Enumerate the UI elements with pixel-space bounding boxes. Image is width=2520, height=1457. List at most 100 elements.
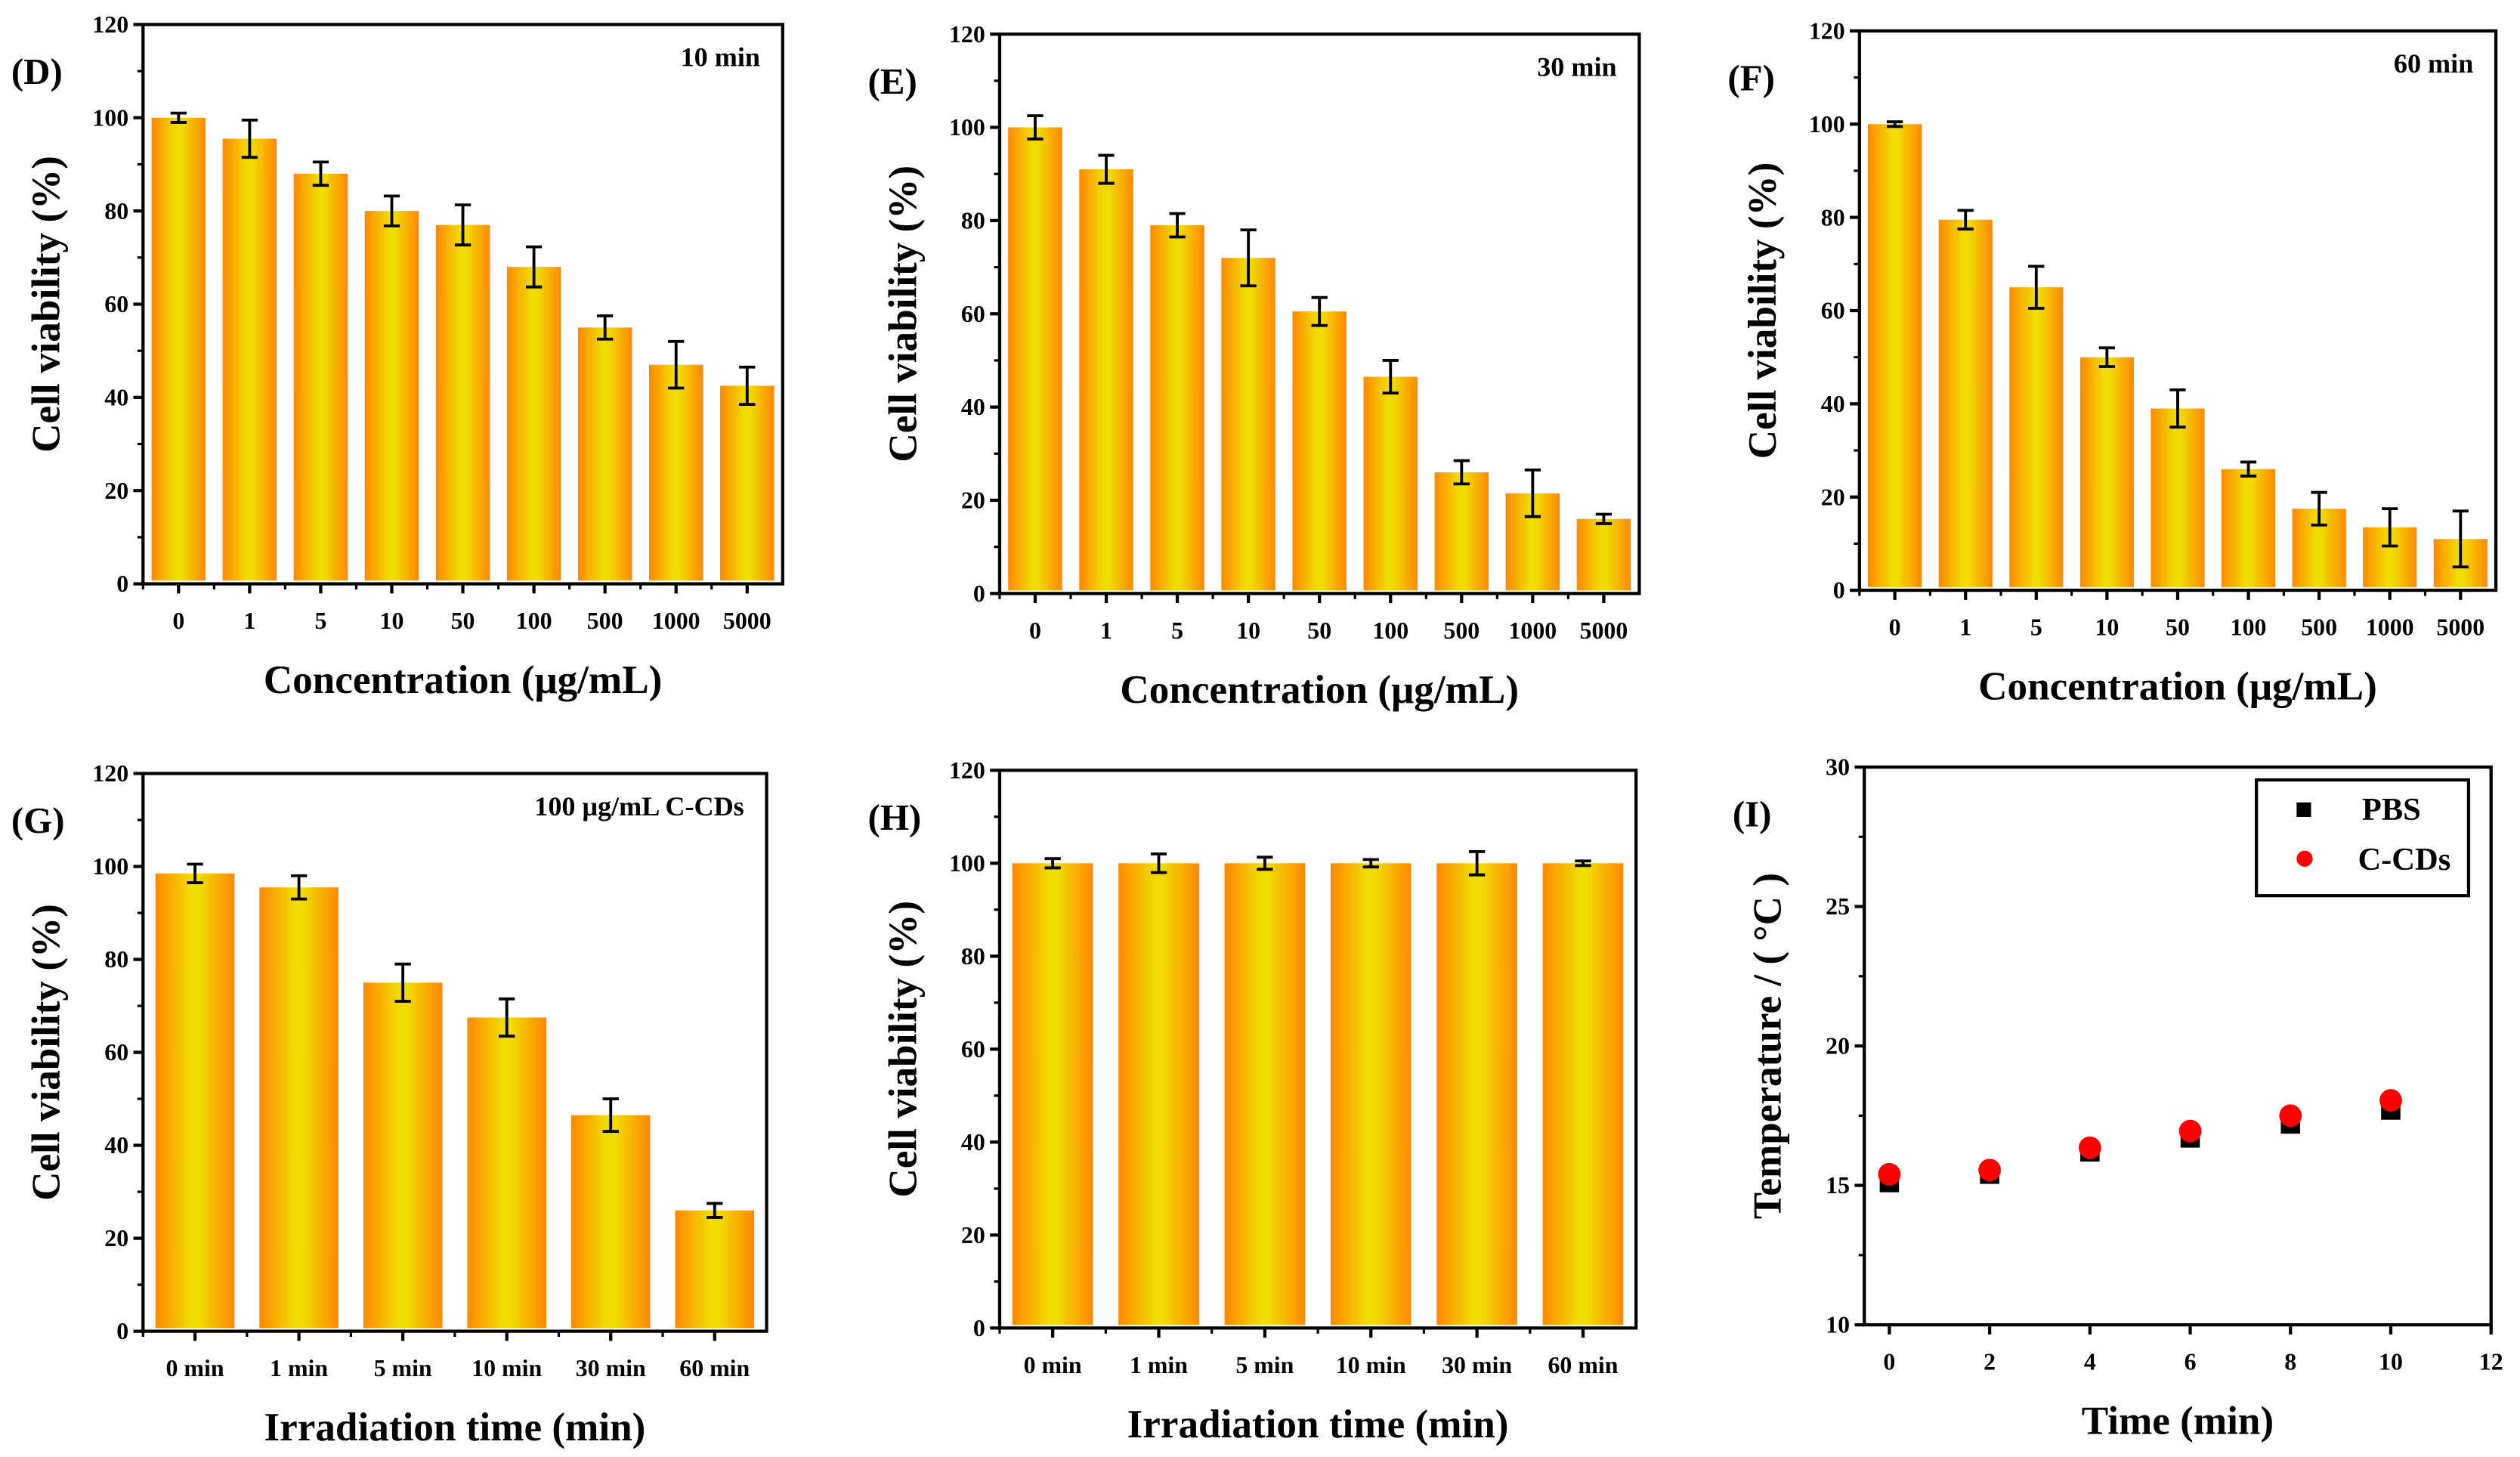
bar — [435, 224, 490, 581]
x-tick-label: 10 — [2379, 1349, 2403, 1375]
bar — [1434, 472, 1489, 591]
y-tick-label: 40 — [961, 1129, 985, 1155]
x-axis-label: Concentration (μg/mL) — [1120, 667, 1519, 712]
x-tick-label: 8 — [2284, 1349, 2296, 1375]
x-tick-label: 10 — [1236, 617, 1260, 644]
y-tick-label: 30 — [1826, 754, 1850, 781]
bar — [1363, 376, 1418, 591]
annotation: 10 min — [681, 42, 760, 73]
data-point-ccds — [2279, 1104, 2302, 1128]
bar — [467, 1017, 546, 1329]
legend-marker-pbs — [2296, 802, 2311, 817]
plot-frame — [141, 772, 768, 1333]
bar — [1436, 863, 1517, 1326]
bar — [1012, 863, 1093, 1326]
panel-label: (H) — [868, 797, 922, 838]
y-tick-label: 10 — [1826, 1312, 1850, 1338]
y-tick-label: 80 — [1821, 204, 1845, 230]
y-tick-label: 40 — [1821, 391, 1845, 417]
y-tick-label: 40 — [961, 394, 985, 420]
x-tick-label: 1000 — [652, 608, 700, 634]
y-axis-label: Cell viability (%) — [880, 901, 925, 1198]
annotation: 60 min — [2394, 48, 2473, 79]
panel-label: (F) — [1727, 57, 1774, 99]
y-tick-label: 40 — [104, 1132, 128, 1158]
x-axis-label: Concentration (μg/mL) — [1978, 664, 2377, 709]
y-tick-label: 100 — [1809, 111, 1845, 138]
x-tick-label: 60 min — [1548, 1352, 1618, 1378]
y-axis-label: Temperature / ( °C ) — [1745, 873, 1790, 1219]
bar — [1868, 124, 1922, 587]
data-point-ccds — [1878, 1162, 1901, 1186]
panel-label: (I) — [1733, 793, 1772, 835]
y-tick-label: 20 — [1821, 484, 1845, 510]
y-tick-label: 100 — [949, 850, 985, 877]
annotation: 100 μg/mL C-CDs — [534, 791, 744, 821]
bar — [720, 385, 775, 581]
data-point-ccds — [2078, 1136, 2101, 1159]
x-tick-label: 10 min — [472, 1355, 542, 1381]
y-tick-label: 20 — [104, 1225, 128, 1251]
bar — [1330, 863, 1412, 1326]
x-tick-label: 50 — [451, 608, 475, 634]
panel-h: 0 20 40 60 80 100 120 Irradiation time (min) Cel… — [868, 757, 1638, 1446]
data-point-ccds — [2178, 1119, 2202, 1143]
bar — [155, 873, 235, 1329]
bar — [1292, 311, 1347, 591]
y-tick-label: 60 — [961, 301, 985, 327]
bar — [1150, 225, 1204, 591]
bar — [2009, 287, 2064, 587]
x-tick-label: 0 — [1029, 617, 1041, 644]
bar — [364, 211, 419, 581]
bar — [259, 887, 339, 1329]
x-tick-label: 10 min — [1336, 1352, 1406, 1378]
y-tick-label: 120 — [1809, 18, 1845, 45]
y-axis-label: Cell viability (%) — [24, 156, 69, 453]
x-tick-label: 60 min — [679, 1355, 750, 1381]
x-tick-label: 1 — [1959, 614, 1971, 641]
legend-label-ccds: C-CDs — [2358, 842, 2450, 877]
x-tick-label: 1000 — [2366, 614, 2414, 641]
x-tick-label: 5 — [1171, 617, 1183, 644]
data-point-ccds — [2379, 1089, 2402, 1112]
x-tick-label: 50 — [1307, 617, 1331, 644]
x-tick-label: 6 — [2185, 1349, 2197, 1375]
x-tick-label: 0 min — [1024, 1352, 1082, 1378]
x-tick-label: 30 min — [576, 1355, 646, 1381]
legend-box — [2255, 778, 2471, 898]
x-axis-label: Irradiation time (min) — [264, 1405, 645, 1449]
x-tick-label: 50 — [2166, 614, 2190, 641]
y-tick-label: 120 — [949, 757, 985, 784]
y-tick-label: 0 — [1833, 577, 1845, 604]
y-tick-label: 0 — [116, 1318, 128, 1344]
panel-label: (E) — [868, 60, 917, 102]
y-axis-label: Cell viability (%) — [880, 165, 925, 462]
x-tick-label: 0 — [172, 608, 184, 634]
x-tick-label: 4 — [2084, 1349, 2096, 1375]
y-tick-label: 60 — [104, 1039, 128, 1066]
x-axis-label: Irradiation time (min) — [1127, 1402, 1509, 1446]
bar — [222, 138, 277, 581]
x-axis-label: Concentration (μg/mL) — [264, 657, 663, 702]
y-axis-label: Cell viability (%) — [24, 904, 69, 1201]
y-tick-label: 120 — [92, 760, 128, 787]
x-tick-label: 30 min — [1442, 1352, 1512, 1378]
y-tick-label: 20 — [104, 478, 128, 504]
x-tick-label: 5 min — [1235, 1352, 1294, 1378]
y-tick-label: 0 — [973, 580, 985, 607]
bar — [577, 327, 632, 581]
y-tick-label: 20 — [961, 487, 985, 514]
y-tick-label: 120 — [92, 11, 128, 38]
x-tick-label: 100 — [516, 608, 552, 634]
legend: PBS C-CDs — [2255, 778, 2471, 898]
y-tick-label: 20 — [961, 1222, 985, 1248]
bar — [506, 267, 561, 581]
bar — [2151, 408, 2205, 587]
x-tick-label: 1 min — [1130, 1352, 1188, 1378]
x-tick-label: 0 — [1889, 614, 1901, 641]
